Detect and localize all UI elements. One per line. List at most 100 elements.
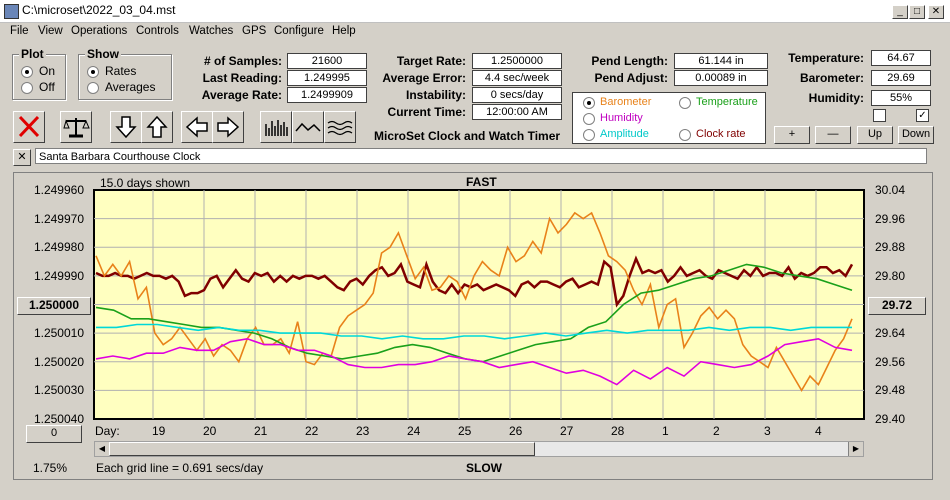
x-tick: 26 [509, 424, 523, 438]
current-time-value: 12:00:00 AM [472, 104, 562, 120]
checkbox-1[interactable] [873, 109, 886, 122]
plus-button[interactable]: + [774, 126, 810, 144]
show-averages-radio[interactable] [87, 82, 99, 94]
percent-label: 1.75% [33, 461, 68, 475]
show-averages-label: Averages [105, 80, 156, 94]
humidity-option-label: Humidity [600, 112, 643, 124]
y-right-tick: 30.04 [875, 183, 906, 197]
plot-group: Plot On Off [12, 47, 66, 100]
up-button[interactable]: Up [857, 126, 893, 144]
pend-adjust-value: 0.00089 in [674, 70, 768, 86]
bar-view-button[interactable] [260, 111, 292, 143]
current-time-label: Current Time: [387, 105, 466, 119]
arrow-left-button[interactable] [181, 111, 213, 143]
maximize-button[interactable]: □ [909, 5, 925, 19]
menu-file[interactable]: File [10, 25, 29, 37]
plot-on-radio[interactable] [21, 66, 33, 78]
horizontal-scrollbar[interactable]: ◀ ▶ [94, 441, 864, 457]
day-axis-label: Day: [95, 424, 120, 438]
menu-help[interactable]: Help [332, 25, 356, 37]
menu-operations[interactable]: Operations [71, 25, 128, 37]
fast-label: FAST [466, 175, 497, 189]
balance-button[interactable] [60, 111, 92, 143]
x-mark-icon [18, 115, 40, 138]
title-bar: C:\microset\2022_03_04.mst _ □ ✕ [0, 0, 950, 23]
bar-graph-icon [265, 120, 288, 136]
plot-off-radio[interactable] [21, 82, 33, 94]
arrow-up-button[interactable] [141, 111, 173, 143]
line-view-button[interactable] [292, 111, 324, 143]
menu-configure[interactable]: Configure [274, 25, 324, 37]
clock-rate-radio[interactable] [679, 129, 691, 141]
pend-length-value: 61.144 in [674, 53, 768, 69]
wave-lines-icon [327, 120, 353, 136]
y-left-tick: 1.250020 [33, 354, 84, 369]
line-graph-icon [295, 122, 321, 132]
balance-scale-icon [63, 118, 90, 138]
watch-name-field[interactable]: Santa Barbara Courthouse Clock [35, 148, 927, 164]
menu-gps[interactable]: GPS [242, 25, 267, 37]
down-button[interactable]: Down [898, 126, 934, 144]
y-offset-button[interactable]: 0 [26, 425, 82, 443]
temperature-radio[interactable] [679, 97, 691, 109]
plot-off-label: Off [39, 80, 55, 94]
plot-group-label: Plot [19, 47, 46, 61]
amplitude-radio[interactable] [583, 129, 595, 141]
samples-value: 21600 [287, 53, 367, 69]
scroll-thumb[interactable] [109, 442, 535, 456]
show-group-label: Show [85, 47, 121, 61]
show-rates-radio[interactable] [87, 66, 99, 78]
x-tick: 2 [713, 424, 720, 438]
y-left-tick: 1.249990 [33, 268, 84, 283]
menu-view[interactable]: View [38, 25, 63, 37]
minus-button[interactable]: — [815, 126, 851, 144]
show-group: Show Rates Averages [78, 47, 172, 100]
samples-label: # of Samples: [203, 54, 282, 68]
target-rate-label: Target Rate: [396, 54, 466, 68]
x-tick: 22 [305, 424, 319, 438]
x-tick: 19 [152, 424, 166, 438]
humidity-radio[interactable] [583, 113, 595, 125]
average-rate-value: 1.2499909 [287, 87, 367, 103]
y-center-button-right[interactable]: 29.72 [868, 297, 926, 315]
barometer-value: 29.69 [871, 70, 931, 86]
y-left-tick: 1.250040 [33, 412, 84, 426]
last-reading-label: Last Reading: [202, 71, 282, 85]
arrow-down-button[interactable] [110, 111, 142, 143]
grid-note-label: Each grid line = 0.691 secs/day [96, 461, 264, 475]
close-button[interactable]: ✕ [928, 5, 944, 19]
close-watch-button[interactable]: ✕ [13, 149, 31, 166]
pend-adjust-label: Pend Adjust: [594, 71, 668, 85]
menu-watches[interactable]: Watches [189, 25, 234, 37]
y-left-tick: 1.250030 [33, 383, 84, 398]
temperature-label: Temperature: [788, 51, 864, 65]
checkbox-2[interactable]: ✓ [916, 109, 929, 122]
arrow-up-icon [146, 115, 168, 138]
y-right-tick: 29.80 [875, 268, 906, 283]
minimize-button[interactable]: _ [892, 5, 908, 19]
scroll-right-icon[interactable]: ▶ [848, 442, 863, 456]
arrow-right-button[interactable] [212, 111, 244, 143]
menu-controls[interactable]: Controls [136, 25, 179, 37]
last-reading-value: 1.249995 [287, 70, 367, 86]
y-right-tick: 29.56 [875, 354, 906, 369]
clear-button[interactable] [13, 111, 45, 143]
temperature-option-label: Temperature [696, 96, 758, 108]
wave-view-button[interactable] [324, 111, 356, 143]
days-shown-label: 15.0 days shown [100, 176, 191, 190]
average-rate-label: Average Rate: [201, 88, 282, 102]
target-rate-value: 1.2500000 [472, 53, 562, 69]
y-right-tick: 29.48 [875, 383, 906, 398]
x-tick: 27 [560, 424, 574, 438]
y-right-tick: 29.88 [875, 240, 906, 255]
barometer-option-label: Barometer [600, 96, 652, 108]
barometer-radio[interactable] [583, 97, 595, 109]
scroll-left-icon[interactable]: ◀ [95, 442, 110, 456]
chart-panel [13, 172, 933, 480]
arrow-down-icon [115, 116, 137, 139]
x-tick: 1 [662, 424, 669, 438]
y-left-tick: 1.249960 [33, 183, 84, 197]
y-center-button-left[interactable]: 1.250000 [17, 297, 91, 315]
x-tick: 21 [254, 424, 268, 438]
y-left-tick: 1.249970 [33, 211, 84, 226]
